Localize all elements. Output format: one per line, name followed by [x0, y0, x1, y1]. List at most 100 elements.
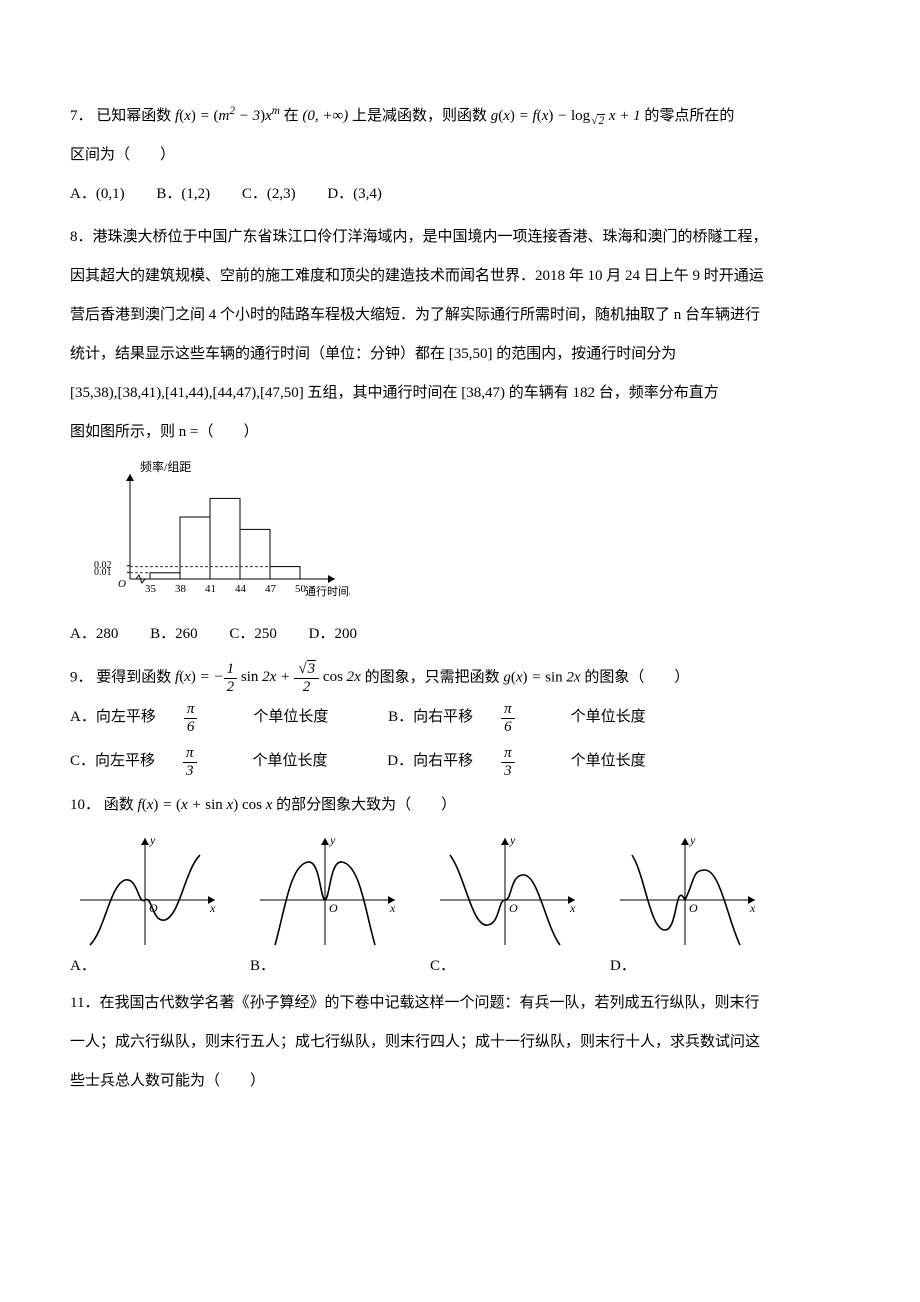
q9-options-row2: C．向左平移 π3 个单位长度 D．向右平移 π3 个单位长度: [70, 745, 850, 779]
oc-pre: C．向左平移: [70, 745, 155, 778]
q10-cell-b: y x O B．: [250, 830, 400, 983]
q10-ta: 函数: [104, 797, 138, 813]
question-11: 11．在我国古代数学名著《孙子算经》的下卷中记载这样一个问题：有兵一队，若列成五…: [70, 987, 850, 1020]
hist-origin: O: [118, 578, 126, 590]
q10-tb: 的部分图象大致为（ ）: [276, 797, 456, 813]
q10-cell-c: y x O C．: [430, 830, 580, 983]
ob-d: 6: [501, 719, 515, 736]
od-post: 个单位长度: [571, 745, 646, 778]
question-9: 9． 要得到函数 f(x) = −12 sin 2x + 32 cos 2x 的…: [70, 661, 850, 695]
oc-n: π: [183, 745, 197, 763]
question-7: 7． 已知幂函数 f(x) = (m2 − 3)xm 在 (0, +∞) 上是减…: [70, 100, 850, 133]
hist-xticks: 35 38 41 44 47 50: [145, 583, 307, 595]
q7-t-a: 已知幂函数: [96, 108, 175, 124]
bar-4: [270, 567, 300, 579]
q8-number: 8．: [70, 229, 93, 245]
oc-d: 3: [183, 763, 197, 780]
q8-p5: [35,38),[38,41),[41,44),[44,47),[47,50] …: [70, 377, 850, 410]
ob-n: π: [501, 701, 515, 719]
hist-yarrow: [126, 474, 134, 481]
q7-dom: (0, +∞): [302, 108, 348, 124]
q7-fx: f(x) = (m2 − 3)xm: [175, 108, 280, 124]
q7-opt-c: C．(2,3): [242, 178, 296, 211]
oa-pre: A．向左平移: [70, 701, 156, 734]
q10-opt-a: A．: [70, 958, 96, 974]
oa-post: 个单位长度: [253, 701, 328, 734]
q8-opt-d: D．200: [309, 618, 357, 651]
q10-cell-a: y x O A．: [70, 830, 220, 983]
bar-1: [180, 517, 210, 579]
q8-opt-c: C．250: [229, 618, 277, 651]
q8-p2: 因其超大的建筑规模、空前的施工难度和顶尖的建造技术而闻名世界．2018 年 10…: [70, 260, 850, 293]
q11-number: 11．: [70, 995, 99, 1011]
q7-opt-b: B．(1,2): [156, 178, 210, 211]
q7-opt-a: A．(0,1): [70, 178, 125, 211]
graph-b: y x O: [250, 830, 400, 950]
oc-post: 个单位长度: [253, 745, 328, 778]
q9-fx: f(x) = −12 sin 2x + 32 cos 2x: [175, 669, 365, 685]
q7-t-b: 在: [284, 108, 303, 124]
q7-opt-d: D．(3,4): [327, 178, 382, 211]
xt4: 47: [265, 583, 277, 595]
graph-c: y x O: [430, 830, 580, 950]
q9-tb: 的图象，只需把函数: [365, 669, 504, 685]
go: O: [329, 901, 338, 915]
graph-d: y x O: [610, 830, 760, 950]
q8-p6-text: 图如图所示，则 n =（ ）: [70, 424, 258, 440]
od-d: 3: [501, 763, 515, 780]
q9-gx: g(x) = sin 2x: [503, 669, 580, 685]
q9-ta: 要得到函数: [96, 669, 175, 685]
q10-opt-b: B．: [250, 958, 275, 974]
q7-options: A．(0,1) B．(1,2) C．(2,3) D．(3,4): [70, 178, 850, 211]
q8-p4: 统计，结果显示这些车辆的通行时间（单位：分钟）都在 [35,50] 的范围内，按…: [70, 338, 850, 371]
gy: y: [689, 833, 696, 847]
q8-p3: 营后香港到澳门之间 4 个小时的陆路车程极大缩短．为了解实际通行所需时间，随机抽…: [70, 299, 850, 332]
question-10: 10． 函数 f(x) = (x + sin x) cos x 的部分图象大致为…: [70, 789, 850, 822]
hist-break-icon: [130, 575, 150, 583]
gx: x: [389, 901, 396, 915]
hist-ylabel: 频率/组距: [140, 459, 191, 474]
ob-pre: B．向右平移: [388, 701, 473, 734]
bar-3: [240, 529, 270, 579]
gx: x: [209, 901, 216, 915]
q10-graph-row: y x O A． y x O B． y x O C．: [70, 830, 850, 983]
q10-opt-d: D．: [610, 958, 636, 974]
q11-p1: 在我国古代数学名著《孙子算经》的下卷中记载这样一个问题：有兵一队，若列成五行纵队…: [99, 995, 759, 1011]
xt1: 38: [175, 583, 187, 595]
q11-p2: 一人；成六行纵队，则末行五人；成七行纵队，则末行四人；成十一行纵队，则末行十人，…: [70, 1026, 850, 1059]
q10-opt-c: C．: [430, 958, 455, 974]
q8-p6: 图如图所示，则 n =（ ）: [70, 416, 850, 449]
oa-n: π: [184, 701, 198, 719]
gy: y: [329, 833, 336, 847]
q11-p3: 些士兵总人数可能为（ ）: [70, 1065, 850, 1098]
q7-gx: g(x) = f(x) − log2 x + 1: [491, 108, 641, 124]
od-n: π: [501, 745, 515, 763]
q8-options: A．280 B．260 C．250 D．200: [70, 618, 850, 651]
q9-opt-a: A．向左平移 π6 个单位长度: [70, 701, 356, 735]
q7-tail: 区间为（ ）: [70, 139, 850, 172]
q7-t-d: 的零点所在的: [644, 108, 734, 124]
go: O: [689, 901, 698, 915]
gx: x: [749, 901, 756, 915]
hist-yticks: 0.01 0.02: [94, 560, 130, 578]
q9-opt-c: C．向左平移 π3 个单位长度: [70, 745, 356, 779]
q10-number: 10．: [70, 797, 100, 813]
q7-t-c: 上是减函数，则函数: [352, 108, 491, 124]
ob-post: 个单位长度: [571, 701, 646, 734]
go: O: [509, 901, 518, 915]
oa-d: 6: [184, 719, 198, 736]
ytick-1: 0.02: [94, 560, 112, 571]
gx: x: [569, 901, 576, 915]
q10-cell-d: y x O D．: [610, 830, 760, 983]
q7-number: 7．: [70, 108, 93, 124]
gy: y: [149, 833, 156, 847]
q9-tc: 的图象（ ）: [584, 669, 689, 685]
od-pre: D．向右平移: [387, 745, 473, 778]
q8-opt-b: B．260: [150, 618, 198, 651]
q9-number: 9．: [70, 669, 93, 685]
q8-opt-a: A．280: [70, 618, 118, 651]
q9-opt-d: D．向右平移 π3 个单位长度: [387, 745, 673, 779]
bar-0: [150, 573, 180, 579]
hist-xlabel: 通行时间/分钟: [305, 584, 350, 598]
xt0: 35: [145, 583, 157, 595]
